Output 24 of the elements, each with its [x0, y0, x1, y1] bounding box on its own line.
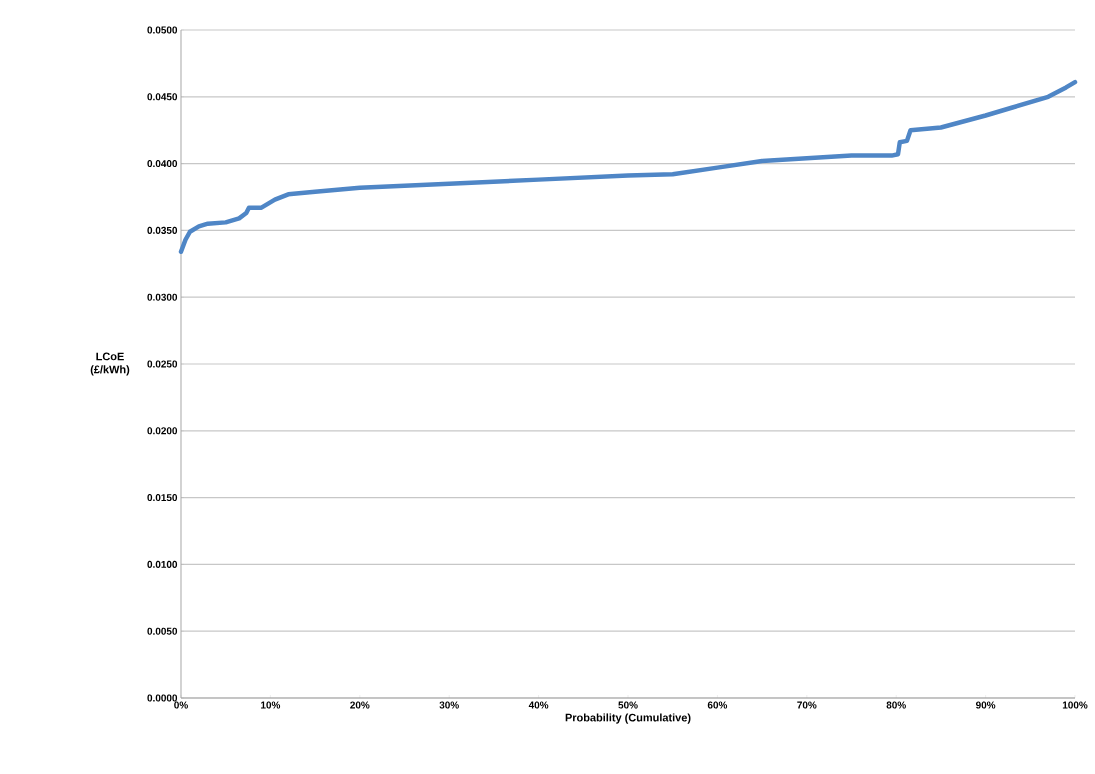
y-tick-label: 0.0500 [147, 26, 178, 34]
x-tick-label: 20% [350, 701, 370, 709]
x-tick-label: 60% [707, 701, 728, 709]
x-tick-label: 100% [1062, 701, 1088, 709]
x-tick-label: 70% [797, 701, 817, 709]
y-axis-title: LCoE (£/kWh) [90, 352, 130, 376]
y-tick-label: 0.0450 [147, 93, 178, 101]
y-tick-label: 0.0300 [147, 293, 178, 301]
y-tick-label: 0.0350 [147, 226, 178, 234]
x-tick-label: 50% [618, 701, 638, 709]
x-axis-title: Probability (Cumulative) [565, 713, 691, 724]
x-tick-label: 30% [439, 701, 459, 709]
x-tick-label: 90% [975, 701, 996, 709]
x-tick-label: 80% [886, 701, 906, 709]
y-tick-label: 0.0050 [147, 627, 178, 635]
y-tick-label: 0.0150 [147, 494, 178, 502]
y-tick-label: 0.0200 [147, 427, 178, 435]
y-tick-label: 0.0250 [147, 360, 178, 368]
x-tick-label: 10% [261, 701, 281, 709]
x-tick-label: 40% [528, 701, 549, 709]
x-tick-label: 0% [174, 701, 188, 709]
y-tick-label: 0.0000 [147, 694, 178, 702]
y-tick-label: 0.0100 [147, 560, 178, 568]
y-tick-label: 0.0400 [147, 160, 178, 168]
